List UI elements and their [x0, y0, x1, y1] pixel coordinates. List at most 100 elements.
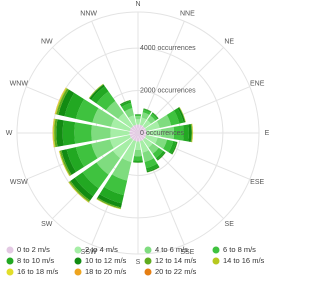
bar-segment	[74, 122, 92, 144]
bar-segment	[128, 115, 137, 126]
bar-segment	[144, 158, 158, 169]
legend-marker	[144, 246, 152, 254]
direction-label: WSW	[10, 179, 28, 186]
bar-segment	[163, 139, 174, 153]
bar-segment	[146, 163, 159, 172]
bar-segment	[138, 133, 147, 138]
bar-segment	[152, 112, 159, 119]
bar-segment	[92, 108, 115, 127]
bar-segment	[136, 133, 140, 142]
bar-segment	[145, 121, 160, 132]
bar-segment	[192, 123, 194, 143]
bar-segment	[135, 116, 141, 120]
legend-item[interactable]: 8 to 10 m/s	[6, 256, 55, 265]
bar-segment	[96, 150, 121, 175]
legend-marker	[74, 268, 82, 276]
legend-item[interactable]: 12 to 14 m/s	[144, 256, 197, 265]
legend-item[interactable]: 4 to 6 m/s	[144, 245, 189, 254]
bar-segment	[97, 194, 122, 208]
bar-segment	[52, 118, 54, 148]
direction-label: W	[6, 130, 13, 137]
bar-segment	[138, 133, 145, 140]
bar-segment	[152, 147, 164, 159]
bar-segment	[104, 174, 128, 196]
bar-segment	[56, 88, 69, 115]
bar-segment	[138, 124, 143, 133]
legend-label: 14 to 16 m/s	[223, 256, 265, 265]
bar-segment	[122, 140, 137, 162]
bar-segment	[134, 149, 142, 157]
bar-segment	[139, 117, 147, 126]
legend-item[interactable]: 2 to 4 m/s	[74, 245, 119, 254]
bar-segment	[89, 84, 105, 100]
legend-item[interactable]: 0 to 2 m/s	[6, 245, 51, 254]
bar-segment	[143, 108, 152, 113]
legend-label: 16 to 18 m/s	[17, 267, 59, 276]
bar-segment	[191, 123, 193, 143]
bar-segment	[129, 133, 138, 138]
bar-segment	[120, 100, 132, 107]
bar-segment	[91, 125, 111, 141]
bar-segment	[133, 156, 143, 161]
bar-segment	[62, 120, 76, 146]
bar-segment	[61, 149, 77, 175]
legend-marker	[144, 268, 152, 276]
bar-segment	[138, 131, 147, 135]
legend-label: 12 to 14 m/s	[155, 256, 197, 265]
legend-item[interactable]: 20 to 22 m/s	[144, 267, 197, 276]
bar-segment	[143, 108, 152, 112]
bar-segment	[190, 123, 193, 143]
bar-segment	[59, 150, 72, 176]
bar-segment	[138, 126, 145, 133]
bar-segment	[161, 126, 175, 140]
bar-segment	[136, 124, 140, 133]
bar-segment	[134, 114, 142, 116]
bar-segment	[58, 89, 75, 117]
y-tick-label: 0 occurrences	[140, 130, 184, 137]
bar-segment	[168, 141, 177, 154]
bar-segment	[131, 133, 138, 140]
legend-item[interactable]: 14 to 16 m/s	[212, 256, 265, 265]
legend-label: 2 to 4 m/s	[85, 245, 118, 254]
bar-segment	[173, 125, 184, 141]
direction-label: NNE	[180, 11, 195, 18]
legend-marker	[74, 257, 82, 265]
bar-segment	[105, 100, 124, 119]
bar-segment	[142, 150, 154, 162]
bar-segment	[59, 150, 71, 177]
bar-segment	[99, 186, 124, 204]
bar-segment	[138, 128, 147, 133]
bar-segment	[150, 113, 158, 121]
direction-label: NNW	[80, 11, 97, 18]
legend-label: 18 to 20 m/s	[85, 267, 127, 276]
legend-item[interactable]: 16 to 18 m/s	[6, 267, 59, 276]
bar-segment	[155, 137, 167, 149]
bar-segment	[146, 166, 160, 173]
direction-label: N	[135, 1, 140, 8]
bar-segment	[132, 162, 144, 163]
bar-segment	[142, 109, 151, 116]
bar-segment	[151, 112, 159, 120]
bar-segment	[146, 129, 162, 137]
direction-label: ENE	[250, 80, 265, 87]
legend-item[interactable]: 18 to 20 m/s	[74, 267, 127, 276]
bar-segment	[138, 133, 143, 142]
bar-segment	[124, 108, 134, 118]
bar-segment	[135, 141, 141, 150]
bar-segment	[129, 131, 138, 135]
y-tick-label: 4000 occurrences	[140, 45, 196, 52]
legend-item[interactable]: 10 to 12 m/s	[74, 256, 127, 265]
legend-marker	[74, 246, 82, 254]
bar-segment	[74, 172, 99, 197]
bar-segment	[129, 128, 138, 133]
direction-label: NW	[41, 39, 53, 46]
bar-segment	[91, 139, 114, 159]
bar-segment	[88, 83, 104, 99]
bar-segment	[91, 86, 109, 104]
bar-segment	[142, 137, 153, 148]
legend-item[interactable]: 6 to 8 m/s	[212, 245, 257, 254]
bar-segment	[141, 112, 150, 120]
legend-label: 4 to 6 m/s	[155, 245, 188, 254]
bar-segment	[75, 143, 98, 167]
legend-label: 6 to 8 m/s	[223, 245, 256, 254]
